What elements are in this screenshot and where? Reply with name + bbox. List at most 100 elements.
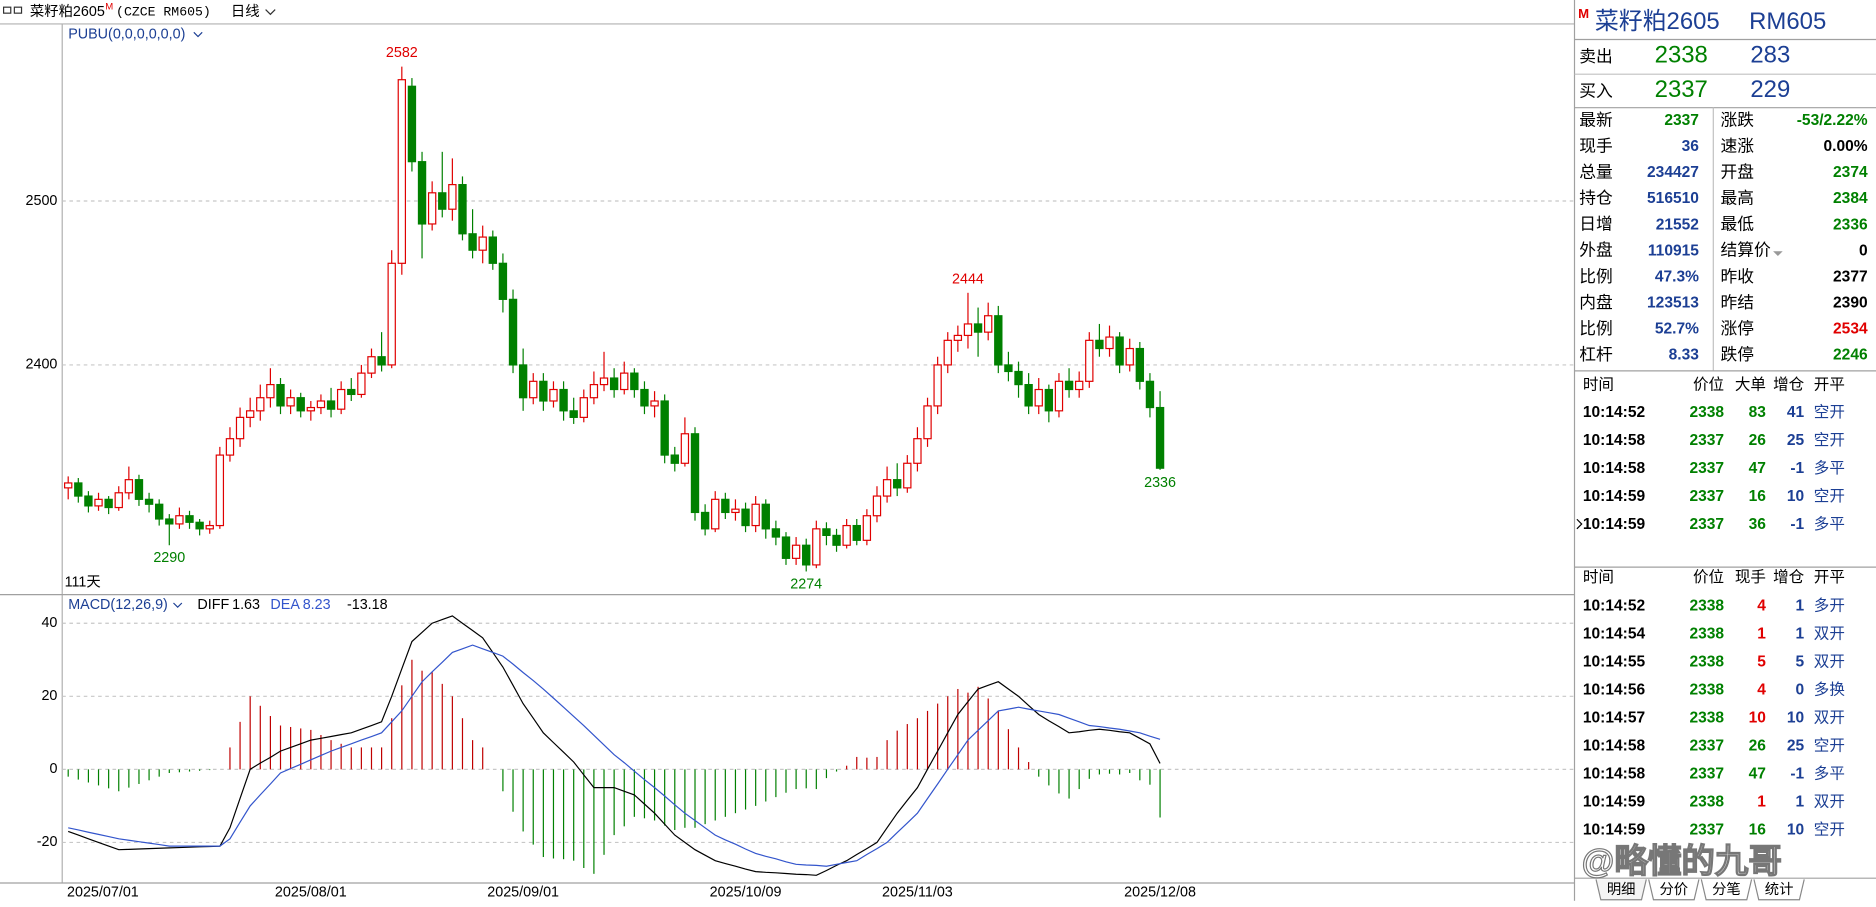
tab[interactable]	[1595, 879, 1647, 901]
candle-body	[427, 192, 437, 225]
quote-code: RM605	[1749, 8, 1826, 35]
field-label: 总量	[1579, 162, 1613, 181]
bid-label: 买入	[1579, 82, 1613, 101]
tab-label[interactable]: 统计	[1765, 881, 1794, 898]
column-header: 价位	[1693, 375, 1724, 393]
tab-label[interactable]: 分笔	[1712, 881, 1741, 898]
candle-body	[781, 536, 791, 559]
table-cell: 10:14:58	[1583, 766, 1646, 783]
table-cell: 10	[1787, 710, 1805, 727]
candle-body	[609, 377, 619, 391]
candle-body	[498, 262, 508, 300]
field-label: 内盘	[1579, 293, 1613, 312]
macd-line	[67, 615, 1161, 876]
symbol[interactable]: 菜籽粕2605	[30, 3, 105, 20]
field-value: 2390	[1833, 295, 1868, 312]
dropdown-arrow[interactable]	[193, 31, 203, 38]
candle-body	[650, 400, 659, 407]
table-cell: 2337	[1689, 432, 1724, 449]
candle-body	[478, 236, 487, 251]
candle-body	[316, 400, 326, 409]
table-cell: 空开	[1814, 821, 1845, 839]
field-label: 持仓	[1579, 189, 1613, 208]
field-value: 2384	[1833, 190, 1868, 207]
candle-body	[1135, 347, 1145, 382]
field-value: 52.7%	[1655, 321, 1699, 338]
column-header: 价位	[1693, 568, 1724, 586]
ask-volume: 283	[1750, 42, 1790, 69]
table-cell: 1	[1796, 626, 1805, 643]
tab-label[interactable]: 明细	[1607, 881, 1636, 898]
table-cell: -1	[1790, 460, 1804, 477]
table-cell: 2337	[1689, 516, 1724, 533]
tab[interactable]	[1648, 879, 1700, 901]
candle-body	[852, 524, 861, 541]
table-cell: 16	[1749, 822, 1767, 839]
candle-body	[448, 184, 457, 210]
period[interactable]: 日线	[231, 3, 260, 20]
candle-body	[488, 236, 497, 264]
ask-price: 2338	[1655, 42, 1708, 69]
x-tick-label: 2025/11/03	[882, 884, 953, 900]
field-label: 比例	[1579, 267, 1613, 286]
trades-table: 时间 价位 现手 增仓 开平 10:14:52 2338 4 1 多开 10:14:54 2338 1 1…	[1583, 568, 1845, 839]
table-cell: 10:14:52	[1583, 404, 1646, 421]
table-cell: 25	[1787, 738, 1805, 755]
table-cell: 10:14:59	[1583, 794, 1646, 811]
dropdown-arrow[interactable]	[173, 602, 183, 609]
field-label: 昨收	[1720, 267, 1754, 286]
badge: M	[1578, 6, 1589, 21]
dropdown-arrow[interactable]	[265, 9, 276, 16]
table-cell: 10:14:59	[1583, 488, 1646, 505]
table-cell: 83	[1749, 404, 1767, 421]
table-cell: 10:14:52	[1583, 598, 1646, 615]
code: (CZCE RM605)	[116, 4, 211, 19]
candle-body	[387, 262, 396, 366]
tab[interactable]	[1700, 879, 1753, 901]
table-cell: 多平	[1814, 459, 1845, 477]
field-value: 123513	[1647, 295, 1699, 312]
candle-body	[1145, 380, 1155, 409]
candle-body	[539, 380, 548, 402]
table-cell: 2338	[1689, 598, 1724, 615]
candle-body	[468, 233, 477, 251]
candle-body	[994, 315, 1003, 366]
candle-body	[943, 339, 952, 366]
candle-body	[104, 498, 113, 509]
macd-title[interactable]: MACD(12,26,9)	[68, 597, 168, 613]
table-cell: 1	[1757, 794, 1766, 811]
candle-body	[518, 364, 528, 399]
candle-body	[630, 372, 639, 391]
candle-body	[903, 462, 912, 489]
table-cell: 2337	[1689, 738, 1724, 755]
candle-body	[185, 515, 194, 523]
candle-body	[1155, 406, 1165, 469]
candle-body	[1064, 380, 1074, 391]
tab[interactable]	[1753, 879, 1805, 901]
candle-body	[569, 410, 578, 418]
dropdown-arrow[interactable]	[1773, 251, 1783, 257]
field-label: 昨结	[1720, 293, 1754, 312]
candle-body	[872, 495, 882, 517]
candle-body	[711, 498, 720, 530]
table-cell: 10:14:59	[1583, 516, 1646, 533]
icon	[2, 6, 12, 14]
table-cell: 26	[1749, 432, 1767, 449]
legend-value: 1.63	[232, 597, 260, 613]
field-label: 最低	[1720, 215, 1754, 234]
candle-body	[114, 492, 123, 509]
candle-body	[953, 334, 963, 341]
table-cell: 47	[1749, 460, 1766, 477]
table-cell: 双开	[1814, 794, 1845, 811]
tab-label[interactable]: 分价	[1659, 881, 1688, 898]
legend-name: DIFF	[197, 597, 229, 613]
table-cell: 2338	[1689, 710, 1724, 727]
indicator-title[interactable]: PUBU(0,0,0,0,0,0)	[68, 26, 185, 42]
candle-body	[74, 482, 83, 497]
table-cell: 2337	[1689, 822, 1724, 839]
candle-body	[215, 454, 225, 527]
y-tick-label: 2500	[26, 193, 58, 209]
table-cell: -1	[1790, 766, 1804, 783]
candle-body	[913, 438, 922, 464]
